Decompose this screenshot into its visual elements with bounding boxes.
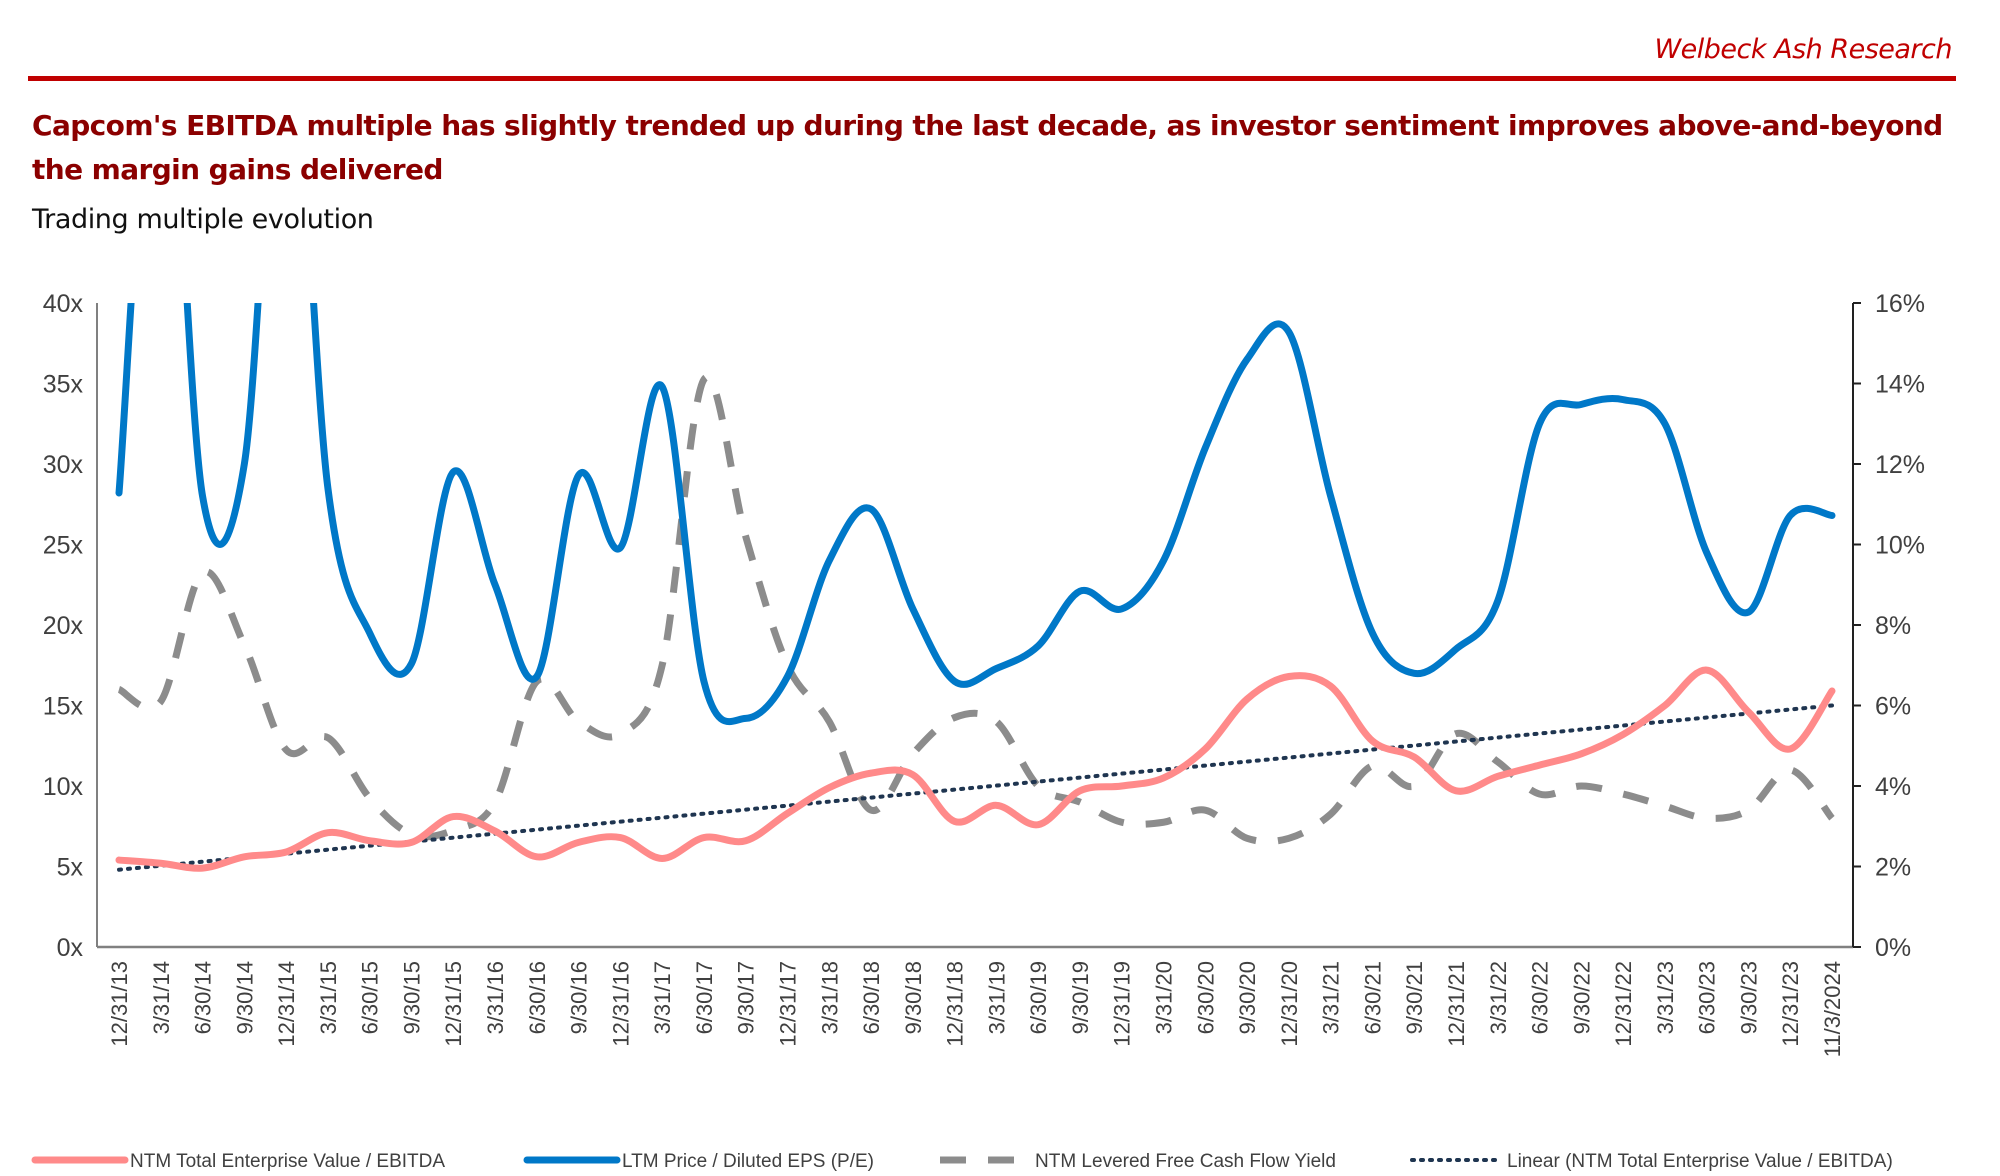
x-tick-label: 9/30/18 xyxy=(901,961,926,1034)
x-tick-label: 9/30/17 xyxy=(734,961,759,1034)
axes: 0x 5x 10x 15x 20x 25x 30x 35x 40x 0% 2% 4% 6% 8% 10% 12… xyxy=(43,290,1925,1057)
y2-tick-label: 0% xyxy=(1875,934,1911,962)
x-tick-label: 12/31/15 xyxy=(441,961,466,1047)
y-tick-label: 25x xyxy=(43,532,84,560)
x-tick-label: 3/31/20 xyxy=(1152,961,1177,1034)
y-tick-label: 10x xyxy=(43,773,84,801)
y-tick-label: 15x xyxy=(43,693,84,721)
x-tick-label: 12/31/23 xyxy=(1778,961,1803,1047)
pe-line xyxy=(115,303,1836,726)
y2-tick-label: 14% xyxy=(1875,371,1925,399)
x-tick-label: 9/30/21 xyxy=(1402,961,1427,1034)
y2-tick-label: 2% xyxy=(1875,854,1911,882)
x-tick-label: 6/30/22 xyxy=(1528,961,1553,1034)
x-tick-label: 6/30/18 xyxy=(859,961,884,1034)
chart-subtitle: Trading multiple evolution xyxy=(32,204,374,235)
y-tick-label: 40x xyxy=(43,290,84,318)
x-tick-label: 9/30/22 xyxy=(1569,961,1594,1034)
header-rule xyxy=(28,76,1956,81)
x-tick-label: 11/3/2024 xyxy=(1820,961,1845,1057)
x-tick-label: 9/30/20 xyxy=(1235,961,1260,1034)
legend-label-ev-ebitda-line: NTM Total Enterprise Value / EBITDA xyxy=(130,1151,445,1172)
y-tick-label: 0x xyxy=(57,934,84,962)
x-tick-label: 12/31/19 xyxy=(1110,961,1135,1047)
x-tick-label: 12/31/13 xyxy=(107,961,132,1047)
x-tick-label: 6/30/15 xyxy=(358,961,383,1034)
x-tick-label: 6/30/23 xyxy=(1695,961,1720,1034)
x-tick-label: 6/30/20 xyxy=(1193,961,1218,1034)
x-tick-label: 3/31/18 xyxy=(817,961,842,1034)
y-tick-label: 30x xyxy=(43,451,84,479)
x-tick-label: 9/30/15 xyxy=(399,961,424,1034)
y2-tick-label: 4% xyxy=(1875,773,1911,801)
x-tick-label: 6/30/19 xyxy=(1026,961,1051,1034)
x-tick-label: 12/31/21 xyxy=(1444,961,1469,1047)
x-tick-label: 12/31/17 xyxy=(775,961,800,1047)
brand-label: Welbeck Ash Research xyxy=(1654,34,1952,65)
x-tick-label: 3/31/23 xyxy=(1653,961,1678,1034)
x-tick-label: 3/31/22 xyxy=(1486,961,1511,1034)
series-lines xyxy=(115,303,1836,872)
x-tick-label: 12/31/20 xyxy=(1277,961,1302,1047)
legend-label-fcf-yield-line: NTM Levered Free Cash Flow Yield xyxy=(1035,1151,1336,1172)
y-tick-label: 20x xyxy=(43,612,84,640)
y2-tick-label: 12% xyxy=(1875,451,1925,479)
y-tick-label: 5x xyxy=(57,854,84,882)
x-tick-label: 12/31/16 xyxy=(608,961,633,1047)
legend: NTM Total Enterprise Value / EBITDA LTM P… xyxy=(31,1151,1893,1172)
headline: Capcom's EBITDA multiple has slightly tr… xyxy=(32,109,1943,186)
y-tick-label: 35x xyxy=(43,371,84,399)
y2-tick-label: 8% xyxy=(1875,612,1911,640)
y2-tick-label: 6% xyxy=(1875,693,1911,721)
x-tick-label: 9/30/14 xyxy=(232,961,257,1034)
x-tick-label: 6/30/21 xyxy=(1360,961,1385,1034)
x-tick-label: 6/30/17 xyxy=(692,961,717,1034)
x-tick-label: 3/31/19 xyxy=(984,961,1009,1034)
ev-ebitda-line xyxy=(115,666,1836,872)
x-tick-label: 12/31/14 xyxy=(274,961,299,1047)
x-tick-label: 3/31/17 xyxy=(650,961,675,1034)
y2-tick-label: 16% xyxy=(1875,290,1925,318)
x-tick-label: 3/31/15 xyxy=(316,961,341,1034)
x-tick-label: 6/30/14 xyxy=(191,961,216,1034)
fcf-yield-line xyxy=(117,373,1835,846)
x-tick-label: 3/31/21 xyxy=(1319,961,1344,1034)
y2-tick-label: 10% xyxy=(1875,532,1925,560)
x-tick-label: 3/31/16 xyxy=(483,961,508,1034)
legend-label-trendline: Linear (NTM Total Enterprise Value / EBI… xyxy=(1507,1151,1893,1172)
legend-label-pe-line: LTM Price / Diluted EPS (P/E) xyxy=(622,1151,874,1172)
x-tick-label: 9/30/23 xyxy=(1736,961,1761,1034)
x-tick-label: 3/31/14 xyxy=(149,961,174,1034)
x-tick-label: 12/31/18 xyxy=(943,961,968,1047)
x-tick-label: 9/30/16 xyxy=(567,961,592,1034)
x-tick-label: 9/30/19 xyxy=(1068,961,1093,1034)
x-tick-label: 6/30/16 xyxy=(525,961,550,1034)
x-tick-label: 12/31/22 xyxy=(1611,961,1636,1047)
